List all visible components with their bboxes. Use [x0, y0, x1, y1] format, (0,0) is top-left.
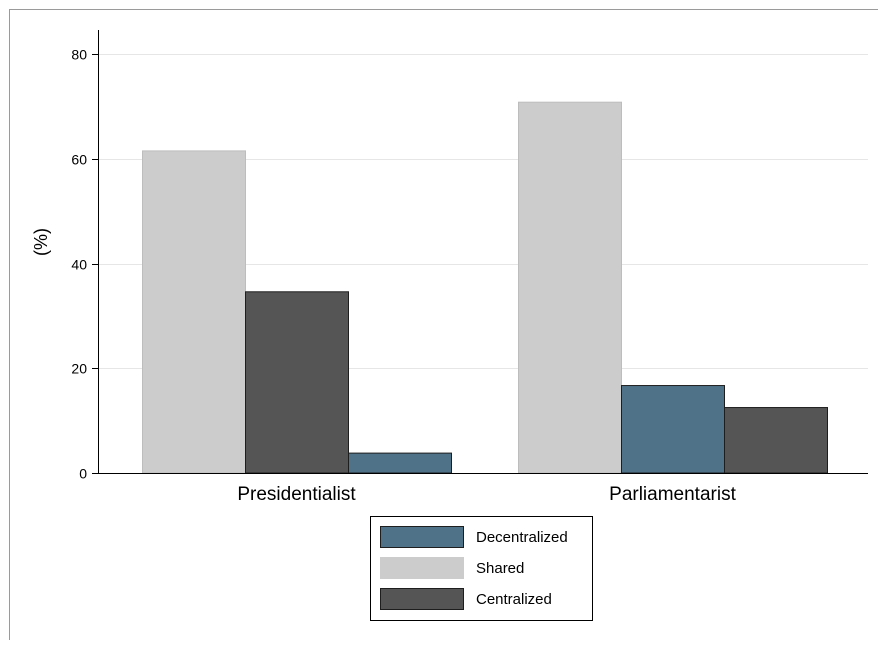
- y-tick-label: 80: [71, 47, 87, 63]
- bar-parliamentarist-centralized: [724, 407, 828, 474]
- y-axis-title: (%): [31, 228, 51, 256]
- bars: [142, 101, 828, 474]
- y-tick-label: 0: [79, 466, 87, 482]
- legend-swatch-shared: [380, 557, 464, 579]
- legend-swatch-centralized: [380, 588, 464, 610]
- bar-parliamentarist-decentralized: [621, 385, 725, 474]
- legend-label-centralized: Centralized: [476, 591, 552, 608]
- bar-presidentialist-centralized: [245, 291, 349, 474]
- x-category-label: Presidentialist: [237, 484, 356, 505]
- legend-label-shared: Shared: [476, 560, 524, 577]
- y-tick-label: 60: [71, 152, 87, 168]
- bar-presidentialist-shared: [142, 150, 246, 474]
- bar-parliamentarist-shared: [518, 101, 622, 474]
- legend: Decentralized Shared Centralized: [370, 516, 593, 621]
- bar-presidentialist-decentralized: [348, 452, 452, 474]
- legend-swatch-decentralized: [380, 526, 464, 548]
- legend-label-decentralized: Decentralized: [476, 529, 568, 546]
- y-tick-label: 40: [71, 257, 87, 273]
- x-category-label: Parliamentarist: [609, 484, 736, 505]
- y-tick-label: 20: [71, 361, 87, 377]
- axes: 0 20 40 60 80 Presidentialist Parliamentarist: [71, 30, 868, 505]
